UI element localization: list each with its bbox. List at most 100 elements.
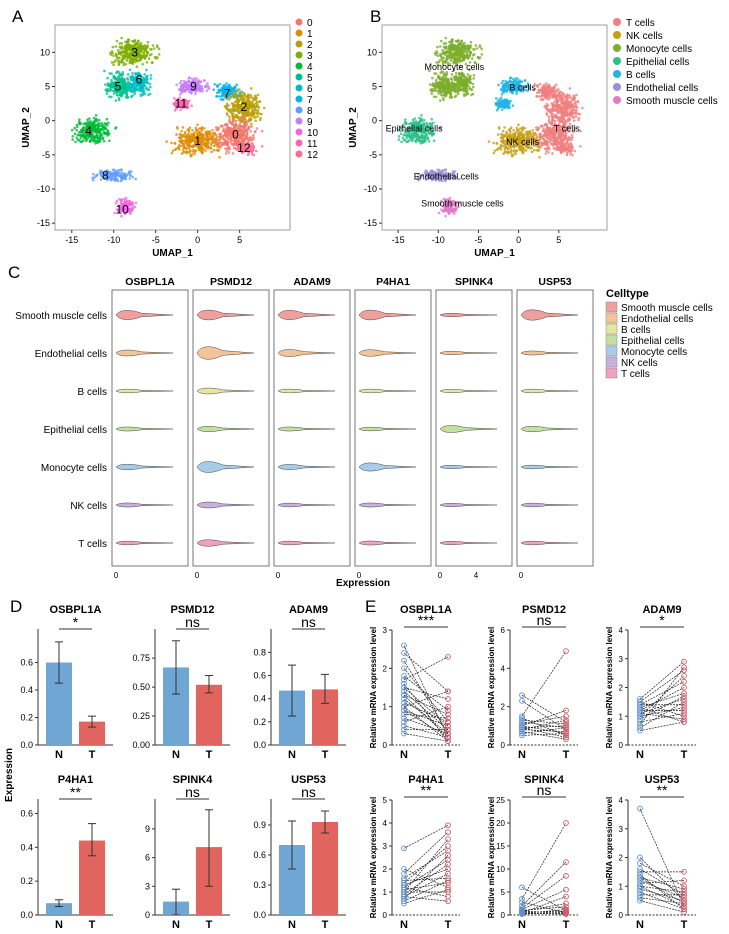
cell-point <box>430 117 434 121</box>
cluster-label: 12 <box>237 141 251 155</box>
cell-point <box>209 146 212 150</box>
cluster-label: 1 <box>194 134 201 148</box>
cell-point <box>213 83 217 86</box>
cell-point <box>465 88 469 92</box>
cell-point <box>149 77 153 80</box>
cell-point <box>234 115 237 119</box>
cell-point <box>188 143 191 146</box>
cell-point <box>246 120 249 124</box>
cell-point <box>115 82 119 85</box>
cell-point <box>255 149 258 153</box>
cell-point <box>547 115 551 119</box>
cell-point <box>70 128 74 132</box>
cell-point <box>418 136 422 140</box>
cell-point <box>430 92 434 95</box>
cell-point <box>544 93 548 97</box>
cell-point <box>179 144 183 148</box>
cell-point <box>454 88 458 92</box>
cell-point <box>130 209 134 213</box>
cell-point <box>438 45 442 48</box>
cell-point <box>145 53 148 57</box>
cell-point <box>189 91 193 95</box>
cell-point <box>110 95 113 99</box>
cell-point <box>205 89 209 93</box>
cell-point <box>183 81 187 85</box>
cell-point <box>120 36 123 40</box>
cell-point <box>502 86 505 90</box>
cell-point <box>539 132 543 136</box>
cell-point <box>445 84 449 88</box>
cell-point <box>120 42 123 45</box>
cell-point <box>175 133 178 136</box>
cell-point <box>502 134 506 138</box>
cell-point <box>120 51 124 55</box>
x-tick-label: 0 <box>195 235 200 245</box>
cell-point <box>192 79 195 82</box>
cell-point <box>108 171 112 175</box>
cell-point <box>122 63 126 67</box>
cell-point <box>480 47 483 51</box>
cell-point <box>194 92 197 96</box>
cell-point <box>572 94 576 98</box>
cell-point <box>195 82 198 85</box>
cell-point <box>254 119 258 122</box>
cell-point <box>178 139 181 143</box>
cell-point <box>200 127 204 130</box>
cell-point <box>515 149 519 152</box>
cell-point <box>94 142 97 145</box>
cell-point <box>198 84 202 88</box>
x-tick-label: 5 <box>237 235 242 245</box>
cell-point <box>153 55 157 59</box>
cell-point <box>134 177 137 181</box>
cell-point <box>443 89 446 93</box>
cell-point <box>181 134 184 138</box>
cell-point <box>557 88 560 91</box>
cell-point <box>567 138 570 142</box>
cell-point <box>104 83 107 86</box>
cell-point <box>141 55 145 59</box>
cell-point <box>147 88 150 91</box>
cell-point <box>547 120 551 123</box>
cell-point <box>193 152 196 156</box>
cell-point <box>139 54 143 57</box>
cell-point <box>544 152 548 155</box>
cell-point <box>438 89 441 92</box>
cell-point <box>183 130 187 134</box>
cell-point <box>215 128 219 132</box>
cell-point <box>106 131 109 134</box>
cell-point <box>178 96 182 99</box>
cell-point <box>250 87 253 90</box>
cell-point <box>142 77 146 81</box>
cell-point <box>106 134 109 137</box>
cell-point <box>562 120 565 123</box>
cell-point <box>447 87 451 91</box>
cell-point <box>529 132 532 136</box>
cell-point <box>566 117 570 121</box>
cell-point <box>150 48 153 51</box>
cell-point <box>112 63 115 67</box>
cell-point <box>579 145 582 148</box>
cell-point <box>254 130 257 133</box>
y-tick-label: -5 <box>42 150 50 160</box>
cell-point <box>560 116 563 120</box>
cell-point <box>566 112 570 115</box>
cell-point <box>247 94 251 98</box>
cell-point <box>120 174 123 177</box>
cell-point <box>115 71 118 75</box>
cell-point <box>111 45 115 49</box>
cell-point <box>258 118 262 122</box>
cell-point <box>139 81 142 84</box>
cell-point <box>189 81 193 84</box>
cell-point <box>247 127 251 131</box>
cell-point <box>546 104 550 107</box>
cell-point <box>242 91 245 95</box>
cell-point <box>514 131 517 135</box>
cell-point <box>117 62 121 65</box>
cell-point <box>441 52 445 56</box>
cell-point <box>75 128 79 132</box>
cell-point <box>450 73 454 76</box>
cluster-label: 6 <box>136 73 143 87</box>
cluster-label: 2 <box>240 100 247 114</box>
